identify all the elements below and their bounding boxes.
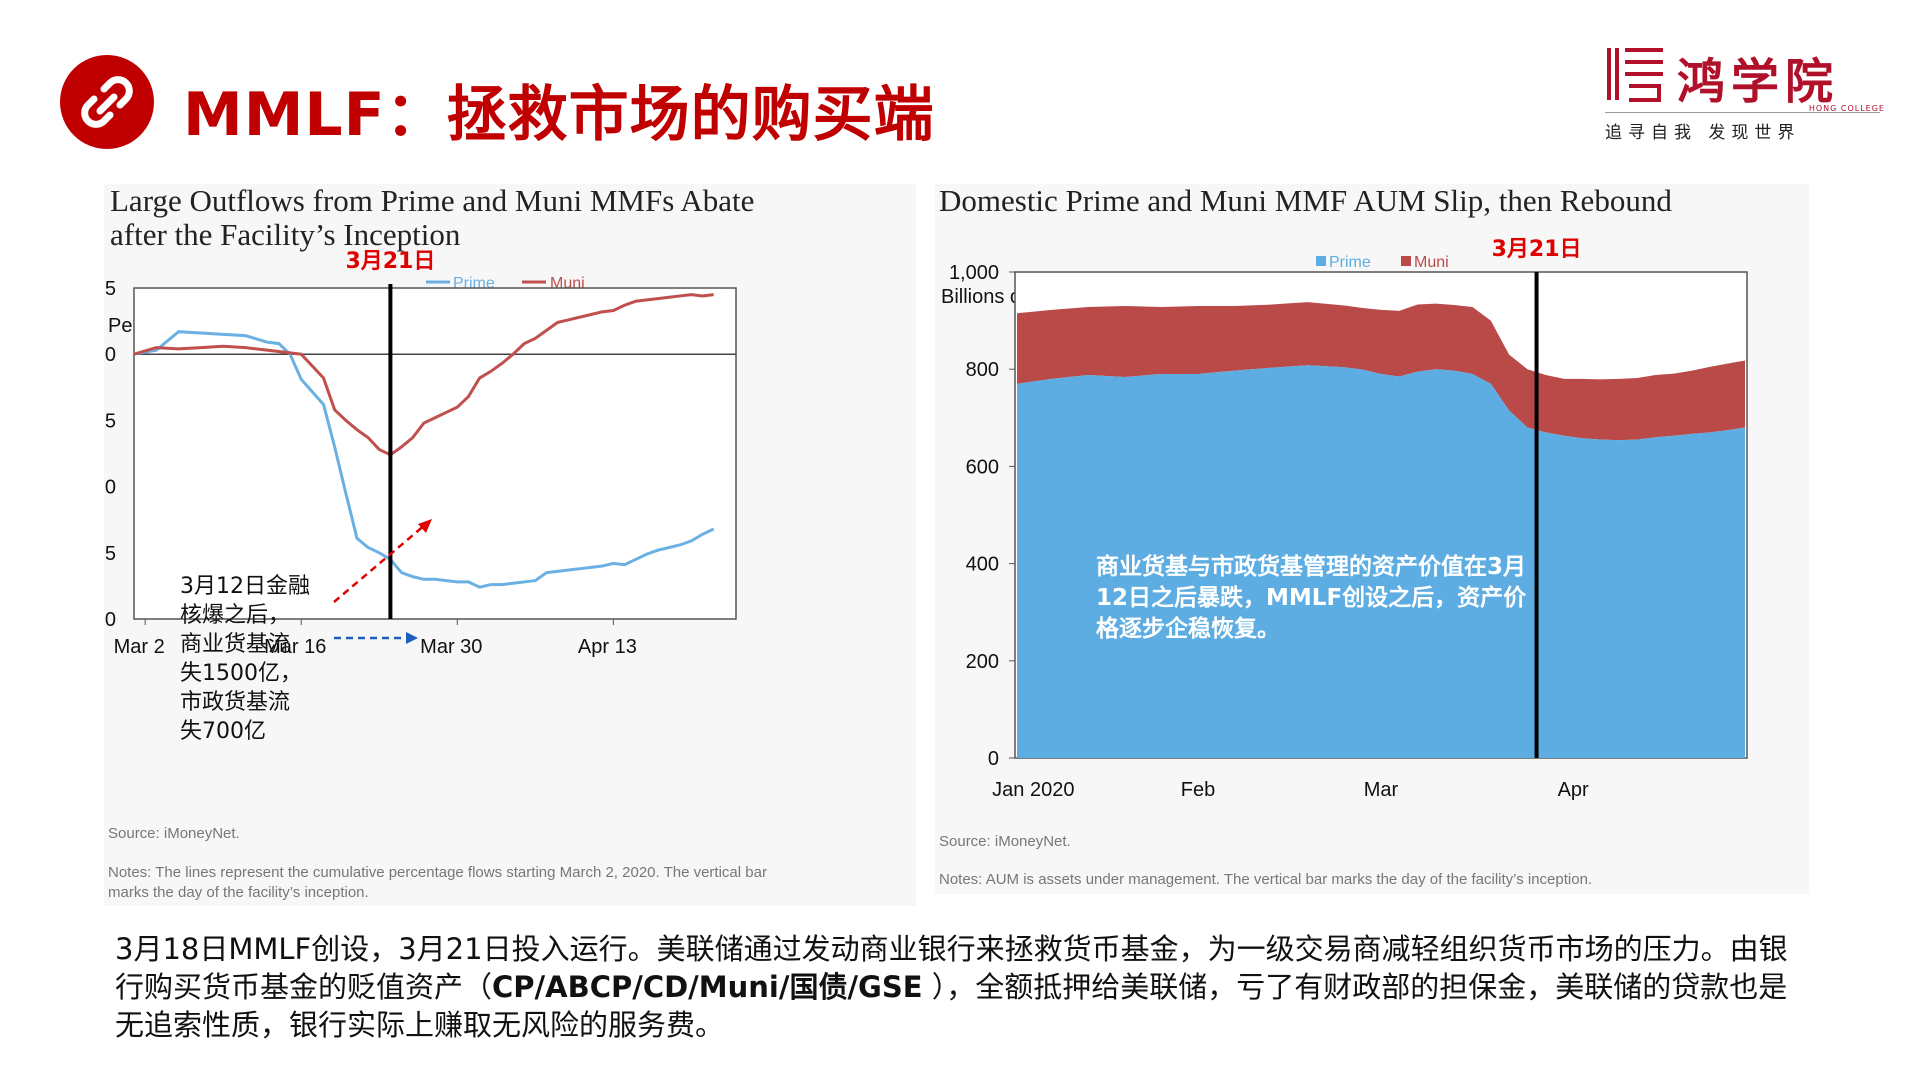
series-line-prime (133, 330, 715, 589)
right-chart-legend: Prime Muni (1316, 254, 1449, 271)
right-ytick-label: 200 (966, 651, 999, 673)
area-band-muni (1017, 302, 1745, 441)
link-icon (81, 76, 133, 128)
left-chart-title-line1: Large Outflows from Prime and Muni MMFs … (110, 183, 755, 218)
right-xtick-label: Apr (1558, 779, 1589, 801)
left-ytick-label: -10 (104, 477, 116, 499)
left-notes-line1: Notes: The lines represent the cumulativ… (108, 864, 767, 881)
left-ytick-label: -15 (104, 543, 116, 565)
right-source: Source: iMoneyNet. (939, 833, 1071, 850)
logo-divider (1605, 112, 1880, 113)
page-title: MMLF：拯救市场的购买端 (183, 80, 935, 150)
right-xtick-label: Feb (1181, 779, 1215, 801)
right-ytick-label: 400 (966, 554, 999, 576)
right-ytick-label: 800 (966, 359, 999, 381)
left-annotation-line: 商业货基流 (180, 632, 291, 657)
left-chart-title-line2: after the Facility’s Inception (110, 217, 461, 252)
left-xtick-label: Apr 13 (578, 636, 637, 658)
left-ytick-label: 0 (105, 344, 116, 366)
college-logo: 鸿学院 HONG COLLEGE 追寻自我 发现世界 (1605, 42, 1885, 152)
left-notes-line2: marks the day of the facility’s inceptio… (108, 884, 369, 901)
left-marker-label: 3月21日 (345, 249, 435, 274)
left-ytick-label: 5 (105, 278, 116, 300)
right-marker-label: 3月21日 (1492, 237, 1582, 262)
left-annotation-line: 核爆之后， (180, 603, 291, 628)
right-chart-panel: Domestic Prime and Muni MMF AUM Slip, th… (935, 184, 1809, 894)
right-ytick-label: 600 (966, 456, 999, 478)
right-area-chart: Prime Muni Billions of U.S. dollars 1,00… (941, 237, 1748, 801)
logo-english: HONG COLLEGE (1808, 104, 1885, 113)
left-chart-panel: Large Outflows from Prime and Muni MMFs … (104, 184, 916, 906)
left-source: Source: iMoneyNet. (108, 825, 240, 842)
muni-arrow-head (418, 519, 432, 533)
right-notes: Notes: AUM is assets under management. T… (939, 871, 1593, 888)
legend-label-muni: Muni (1414, 254, 1449, 271)
legend-swatch-prime (1316, 256, 1326, 266)
right-chart-title: Domestic Prime and Muni MMF AUM Slip, th… (939, 183, 1672, 218)
legend-swatch-muni (1401, 256, 1411, 266)
right-xtick-label: Mar (1364, 779, 1399, 801)
left-line-chart: Prime Muni Percent 50-5-10-15-20Mar 2Mar… (104, 249, 737, 658)
series-line-muni (133, 293, 714, 457)
logo-mark-icon (1607, 48, 1663, 102)
logo-name: 鸿学院 (1677, 54, 1840, 110)
left-plot-frame (133, 287, 737, 620)
body-paragraph: 3月18日MMLF创设，3月21日投入运行。美联储通过发动商业银行来拯救货币基金… (115, 930, 1815, 1044)
right-ytick-label: 0 (988, 748, 999, 770)
left-xtick-label: Mar 2 (114, 636, 165, 658)
left-annotation-line: 市政货基流 (180, 690, 291, 715)
prime-arrow-head (406, 632, 418, 644)
muni-annotation-arrow (333, 523, 427, 603)
link-icon-badge (60, 55, 154, 149)
right-xtick-label: Jan 2020 (992, 779, 1074, 801)
left-ytick-label: -20 (104, 609, 116, 631)
area-band-prime (1017, 365, 1745, 758)
left-annotation-line: 失700亿 (180, 719, 266, 744)
annotation-arrows (333, 519, 432, 644)
right-annotation: 商业货基与市政货基管理的资产价值在3月12日之后暴跌，MMLF创设之后，资产价格… (1096, 554, 1527, 642)
body-text-bold: CP/ABCP/CD/Muni/国债/GSE (492, 970, 923, 1004)
left-annotation-line: 失1500亿， (180, 661, 302, 686)
left-annotation-line: 3月12日金融 (180, 574, 310, 599)
right-ytick-label: 1,000 (949, 262, 999, 284)
left-ytick-label: -5 (104, 410, 116, 432)
legend-label-prime: Prime (1329, 254, 1371, 271)
left-xtick-label: Mar 16 (264, 636, 326, 658)
body-text-part1: 3月18日MMLF创设，3月21日投入运行。美联储通过发动商业银行来拯救货币基金… (115, 932, 1788, 1004)
logo-slogan: 追寻自我 发现世界 (1605, 123, 1801, 143)
left-annotation: 3月12日金融 核爆之后， 商业货基流 失1500亿， 市政货基流 失700亿 (180, 572, 310, 746)
body-text-part2: ），全额抵押给美联储，亏了有财政部的担保金，美联储的贷款也是无追索性质，银行实际… (115, 970, 1788, 1042)
left-xtick-label: Mar 30 (420, 636, 482, 658)
